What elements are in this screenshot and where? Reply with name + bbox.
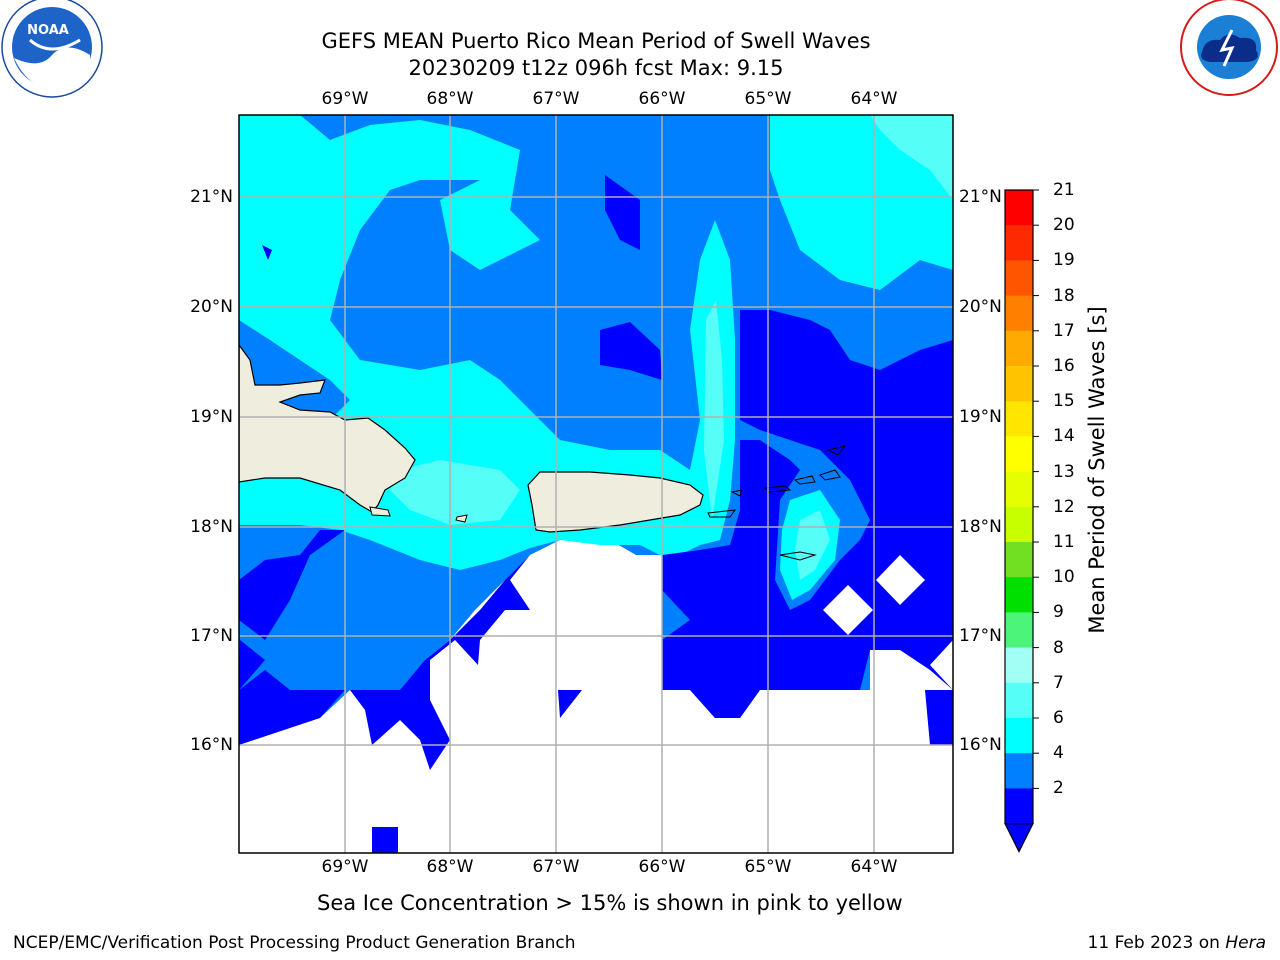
lat-tick-label: 16°N [190,735,233,755]
nws-logo-icon [1180,0,1278,96]
lon-tick-label: 67°W [532,857,580,877]
colorbar-swatch [1005,295,1033,332]
colorbar-tick-label: 14 [1053,426,1075,447]
map-area [238,114,954,854]
colorbar-tick-label: 19 [1053,250,1075,271]
lon-tick-label: 64°W [850,857,898,877]
lat-tick-label: 21°N [959,187,1002,207]
colorbar-tick-label: 15 [1053,391,1075,412]
colorbar-tick-label: 21 [1053,180,1075,200]
lon-tick-label: 66°W [638,89,686,109]
colorbar-swatch [1005,225,1033,261]
colorbar-tick-label: 17 [1053,320,1075,341]
colorbar-swatch [1005,260,1033,297]
lat-tick-label: 20°N [190,297,233,317]
lat-tick-label: 18°N [959,517,1002,537]
colorbar-swatch [1005,471,1033,508]
colorbar-tick-label: 7 [1053,672,1064,693]
colorbar-tick-label: 20 [1053,215,1075,236]
colorbar-tick-label: 13 [1053,461,1075,482]
map-frame [238,114,954,854]
colorbar [1004,189,1039,853]
colorbar-swatch [1005,682,1033,719]
colorbar-tick-label: 16 [1053,356,1075,376]
colorbar-tick-label: 10 [1053,567,1075,588]
lat-tick-label: 21°N [190,187,233,207]
chart-title: GEFS MEAN Puerto Rico Mean Period of Swe… [321,29,871,53]
noaa-logo-text: NOAA [27,23,69,38]
colorbar-tick-label: 9 [1053,602,1064,623]
swell-contour-0-2 [662,310,953,718]
colorbar-swatch [1005,612,1033,649]
lat-tick-label: 19°N [959,407,1002,427]
lon-tick-label: 65°W [744,89,792,109]
colorbar-swatch [1005,718,1033,754]
lon-tick-label: 65°W [744,857,792,877]
colorbar-tick-label: 18 [1053,285,1075,306]
footer-host: Hera [1225,933,1266,953]
lon-tick-label: 69°W [321,857,369,877]
colorbar-swatch [1005,542,1033,578]
lat-tick-label: 18°N [190,517,233,537]
lon-tick-label: 64°W [850,89,898,109]
colorbar-swatch [1005,401,1033,437]
colorbar-tick-label: 4 [1053,743,1064,764]
lon-tick-label: 66°W [638,857,686,877]
colorbar-tick-label: 6 [1053,708,1064,728]
footer-date-text: 11 Feb 2023 on [1087,933,1226,953]
puerto-rico-land [527,471,704,533]
lon-tick-label: 67°W [532,89,580,109]
hispaniola-land [239,343,416,513]
lat-tick-label: 20°N [959,297,1002,317]
colorbar-swatch [1005,190,1033,226]
colorbar-swatch [1005,788,1033,825]
colorbar-tick-label: 12 [1053,496,1075,517]
lon-tick-label: 69°W [321,89,369,109]
colorbar-swatch [1005,647,1033,684]
lat-tick-label: 17°N [959,626,1002,646]
colorbar-swatch [1005,753,1033,789]
lat-tick-label: 19°N [190,407,233,427]
colorbar-tick-label: 8 [1053,637,1064,658]
colorbar-swatch [1005,436,1033,473]
chart-subtitle: 20230209 t12z 096h fcst Max: 9.15 [408,56,784,80]
sea-ice-note: Sea Ice Concentration > 15% is shown in … [317,891,903,915]
map-gridlines [239,115,953,853]
lat-tick-label: 16°N [959,735,1002,755]
lat-tick-label: 17°N [190,626,233,646]
colorbar-tick-label: 11 [1053,532,1075,552]
colorbar-swatch [1005,577,1033,613]
colorbar-tick-label: 2 [1053,778,1064,799]
footer-date: 11 Feb 2023 on Hera [1088,933,1266,953]
colorbar-label: Mean Period of Swell Waves [s] [1085,306,1109,634]
noaa-logo-icon: NOAA [1,0,103,98]
colorbar-swatch [1005,366,1033,402]
colorbar-swatch [1005,506,1033,543]
lon-tick-label: 68°W [426,89,474,109]
lon-tick-label: 68°W [426,857,474,877]
footer-credit: NCEP/EMC/Verification Post Processing Pr… [13,933,576,953]
colorbar-extend-arrow [1004,823,1034,853]
colorbar-swatch [1005,330,1033,367]
